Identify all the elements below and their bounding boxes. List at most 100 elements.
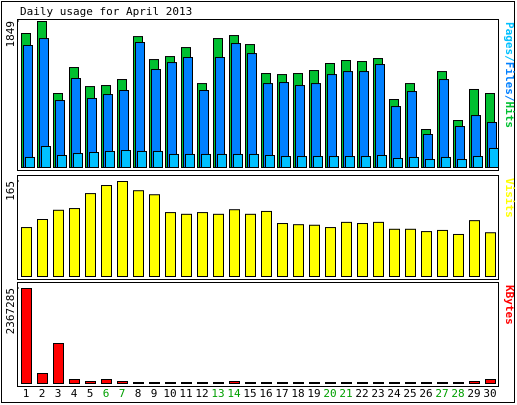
bar <box>101 185 112 277</box>
bar <box>469 380 480 384</box>
bar <box>181 213 192 277</box>
x-tick-label: 30 <box>483 387 496 400</box>
bar <box>247 53 257 168</box>
bar <box>53 342 64 384</box>
bar <box>341 382 352 385</box>
bar <box>373 382 384 385</box>
bar <box>425 159 435 168</box>
bar <box>453 233 464 277</box>
x-tick-label: 16 <box>259 387 272 400</box>
x-tick-label: 20 <box>323 387 336 400</box>
bar <box>213 382 224 385</box>
bar <box>185 153 195 168</box>
bar <box>405 382 416 385</box>
bar <box>277 382 288 385</box>
bar <box>169 153 179 168</box>
bar <box>105 150 115 168</box>
bar <box>133 190 144 278</box>
bar <box>165 382 176 385</box>
legend-separator: / <box>503 95 516 102</box>
x-tick-label: 27 <box>435 387 448 400</box>
bar <box>263 83 273 168</box>
bar <box>183 57 193 168</box>
bar <box>453 382 464 385</box>
bar <box>439 79 449 168</box>
bar <box>57 154 67 168</box>
bar <box>421 382 432 385</box>
x-tick-label: 13 <box>211 387 224 400</box>
x-tick-label: 19 <box>307 387 320 400</box>
bar <box>409 156 419 169</box>
x-tick-label: 8 <box>135 387 142 400</box>
bar <box>117 380 128 384</box>
bar <box>265 154 275 168</box>
bar <box>389 382 400 385</box>
bar <box>297 156 307 168</box>
legend: Pages/Files/Hits <box>503 22 516 128</box>
legend-entry: Hits <box>503 102 516 129</box>
x-tick-label: 5 <box>87 387 94 400</box>
bar <box>233 153 243 168</box>
bar <box>373 221 384 277</box>
bar <box>245 213 256 277</box>
panel <box>17 19 499 171</box>
bar <box>167 62 177 168</box>
bar <box>101 379 112 384</box>
legend: KBytes <box>503 285 516 325</box>
bar <box>133 382 144 385</box>
bar <box>469 220 480 278</box>
bar <box>393 157 403 169</box>
bar <box>181 382 192 385</box>
bar <box>309 224 320 277</box>
bar <box>473 156 483 168</box>
bar <box>359 71 369 168</box>
x-tick-label: 6 <box>103 387 110 400</box>
bar <box>197 382 208 385</box>
bar <box>485 232 496 278</box>
bar <box>217 153 227 168</box>
bar <box>121 150 131 168</box>
bar <box>153 150 163 168</box>
x-tick-label: 4 <box>71 387 78 400</box>
bar <box>37 373 48 385</box>
bar <box>215 57 225 168</box>
bar <box>149 382 160 385</box>
bar <box>389 228 400 277</box>
bar <box>357 382 368 385</box>
bar <box>293 382 304 385</box>
bar <box>261 382 272 385</box>
bar <box>341 221 352 277</box>
bar <box>85 193 96 277</box>
bar <box>361 156 371 168</box>
bar <box>345 156 355 168</box>
x-tick-label: 28 <box>451 387 464 400</box>
legend-entry: Files <box>503 62 516 95</box>
bar <box>41 145 51 169</box>
legend-entry: Pages <box>503 22 516 55</box>
bar <box>295 85 305 168</box>
x-tick-label: 18 <box>291 387 304 400</box>
x-tick-label: 9 <box>151 387 158 400</box>
bar <box>311 83 321 168</box>
x-tick-label: 17 <box>275 387 288 400</box>
x-tick-label: 25 <box>403 387 416 400</box>
x-tick-label: 1 <box>23 387 30 400</box>
bar <box>281 156 291 168</box>
bar <box>377 154 387 168</box>
bar <box>405 228 416 277</box>
bar <box>201 153 211 168</box>
bar <box>53 209 64 277</box>
chart-title: Daily usage for April 2013 <box>20 5 192 18</box>
x-tick-label: 3 <box>55 387 62 400</box>
x-tick-label: 22 <box>355 387 368 400</box>
y-tick-label: 2367285 <box>4 288 17 334</box>
bar <box>23 45 33 168</box>
bar <box>489 147 499 169</box>
bar <box>69 379 80 384</box>
x-tick-label: 15 <box>243 387 256 400</box>
bar <box>117 181 128 277</box>
bar <box>279 82 289 168</box>
bar <box>457 159 467 168</box>
bar <box>25 156 35 169</box>
bar <box>197 212 208 278</box>
